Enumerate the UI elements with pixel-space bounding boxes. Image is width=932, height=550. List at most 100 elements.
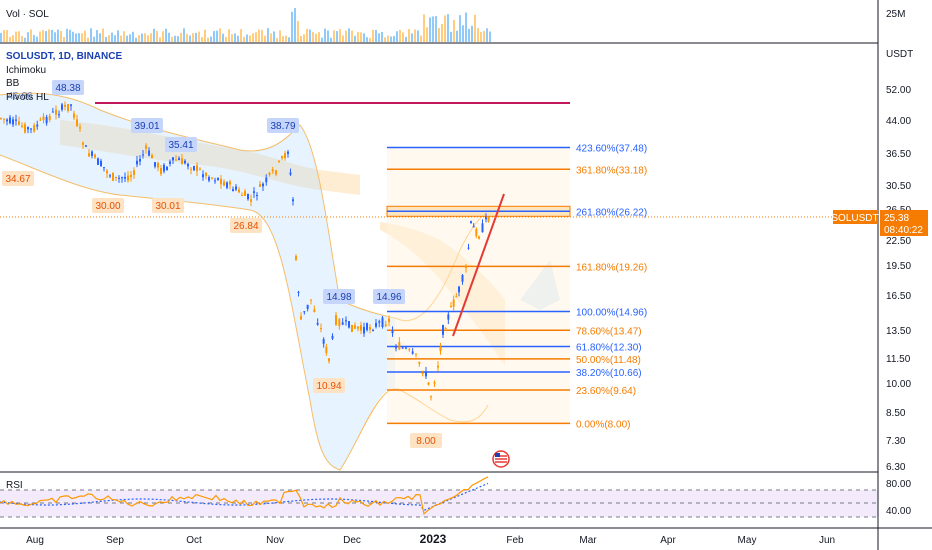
candle-body xyxy=(381,317,384,327)
volume-bar xyxy=(327,30,329,42)
volume-bar xyxy=(450,31,452,42)
candle-body xyxy=(51,111,54,113)
candle-body xyxy=(154,162,156,167)
indicator-pivots[interactable]: Pivots HL xyxy=(6,92,49,103)
candle-body xyxy=(325,346,328,353)
candle-body xyxy=(97,158,99,165)
volume-bar xyxy=(276,37,278,42)
volume-bar xyxy=(393,35,395,42)
candle-body xyxy=(395,347,397,349)
volume-bar xyxy=(60,30,62,42)
candle-body xyxy=(472,226,475,228)
volume-bar xyxy=(273,31,275,42)
volume-bar xyxy=(9,37,11,42)
candle-body xyxy=(229,181,231,185)
time-axis[interactable]: Aug Sep Oct Nov Dec 2023 Feb Mar Apr May Jun xyxy=(26,532,835,546)
volume-bar xyxy=(441,23,443,42)
volume-bar xyxy=(330,37,332,42)
rsi-label[interactable]: RSI xyxy=(6,480,23,491)
candle-body xyxy=(235,186,237,190)
candle-body xyxy=(405,347,407,349)
candle-body xyxy=(145,145,147,149)
trend-line[interactable] xyxy=(452,193,505,337)
volume-bar xyxy=(339,29,341,42)
candle-body xyxy=(378,321,381,323)
volume-bar xyxy=(453,20,455,42)
volume-bar xyxy=(252,33,254,42)
volume-bar xyxy=(360,32,362,42)
volume-bar xyxy=(96,30,98,42)
pivot-label-box xyxy=(92,198,124,213)
volume-bar xyxy=(219,28,221,42)
volume-bar xyxy=(66,28,68,42)
candle-body xyxy=(265,177,268,183)
candle-body xyxy=(470,221,472,223)
volume-bar xyxy=(486,28,488,42)
volume-bar xyxy=(15,31,17,42)
candle-body xyxy=(211,177,213,179)
volume-bar xyxy=(345,30,347,42)
volume-bar xyxy=(63,37,65,42)
candle-body xyxy=(485,216,487,220)
candle-body xyxy=(303,311,306,313)
fib-level-label: 23.60%(9.64) xyxy=(576,386,636,397)
pivot-label-box xyxy=(230,218,262,233)
candle-body xyxy=(455,296,458,298)
volume-bar xyxy=(135,37,137,42)
candle-body xyxy=(388,318,390,323)
candle-body xyxy=(271,169,274,172)
volume-bar xyxy=(417,30,419,42)
volume-bar xyxy=(156,30,158,42)
volume-bar xyxy=(162,31,164,42)
volume-bar xyxy=(324,28,326,42)
fib-level-label: 50.00%(11.48) xyxy=(576,355,641,366)
candle-body xyxy=(447,314,450,320)
volume-bar xyxy=(108,35,110,42)
volume-bar xyxy=(342,35,344,42)
candle-body xyxy=(70,104,72,106)
volume-bar xyxy=(36,36,38,42)
symbol-title[interactable]: SOLUSDT, 1D, BINANCE xyxy=(6,51,122,62)
us-flag-icon[interactable] xyxy=(492,450,510,468)
time-tick: Mar xyxy=(579,535,597,546)
candle-body xyxy=(415,353,417,355)
candle-body xyxy=(363,327,365,334)
volume-bar xyxy=(387,35,389,42)
volume-bar xyxy=(312,32,314,42)
volume-bar xyxy=(42,30,44,42)
indicator-bb[interactable]: BB xyxy=(6,78,20,89)
candle-body xyxy=(115,176,117,179)
volume-bar xyxy=(69,29,71,42)
volume-bar xyxy=(234,33,236,42)
pivot-label: 48.38 xyxy=(55,83,80,94)
volume-bar xyxy=(351,30,353,42)
volume-bar xyxy=(240,29,242,42)
candle-body xyxy=(369,327,371,330)
volume-bar xyxy=(381,32,383,42)
fib-fill xyxy=(387,147,570,424)
candle-body xyxy=(67,104,69,111)
candle-body xyxy=(169,161,171,164)
volume-bar xyxy=(405,36,407,42)
time-tick: Feb xyxy=(506,535,524,546)
candle-body xyxy=(437,365,439,368)
candle-body xyxy=(12,119,14,125)
volume-bar xyxy=(285,35,287,42)
fib-extension-tool[interactable]: 423.60%(37.48) 361.80%(33.18) 261.80%(26.2… xyxy=(386,143,647,430)
candle-body xyxy=(151,155,153,159)
volume-bar xyxy=(6,30,8,42)
candle-body xyxy=(136,160,138,165)
pivot-label-box xyxy=(165,137,197,152)
pivot-label-box xyxy=(313,378,345,393)
price-axis[interactable]: 52.0044.0036.5030.5026.5022.5019.5016.50… xyxy=(886,85,911,517)
volume-bar xyxy=(105,37,107,42)
candle-body xyxy=(187,163,189,167)
indicator-ichimoku[interactable]: Ichimoku xyxy=(6,65,46,76)
fib-level-label: 261.80%(26.22) xyxy=(576,207,647,218)
volume-bar xyxy=(321,37,323,42)
candle-body xyxy=(18,121,20,125)
symbol-tag-text: SOLUSDT xyxy=(831,213,878,224)
candle-body xyxy=(33,125,36,132)
candle-body xyxy=(48,115,51,120)
